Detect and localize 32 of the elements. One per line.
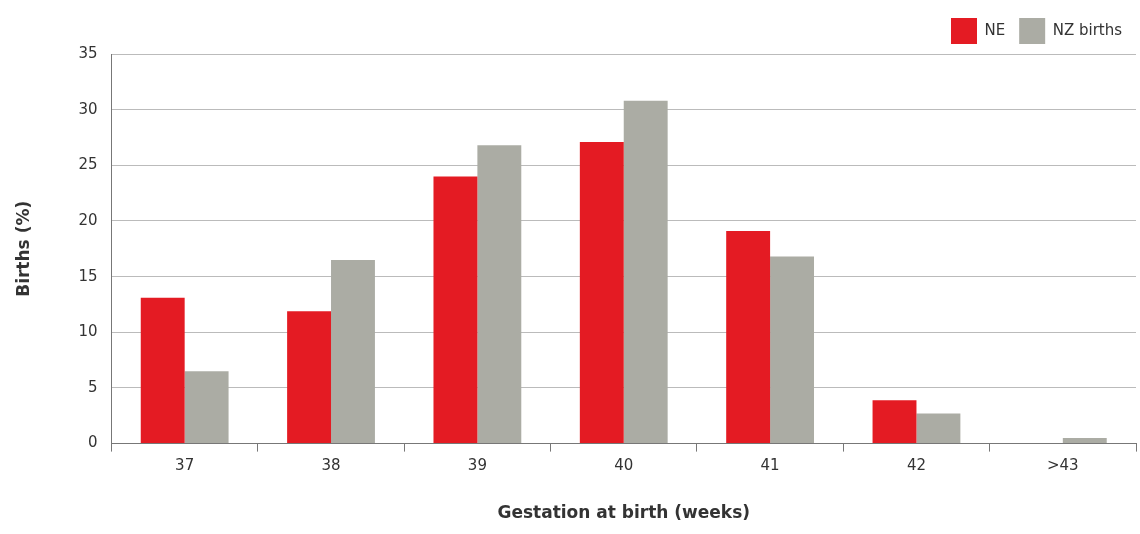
legend-label: NZ births bbox=[1052, 20, 1123, 39]
bar bbox=[916, 413, 961, 444]
x-tick-label: 40 bbox=[614, 456, 634, 475]
x-tick-label: 42 bbox=[906, 456, 927, 475]
x-tick-label: 41 bbox=[760, 456, 780, 475]
bar bbox=[770, 256, 815, 444]
x-axis-title: Gestation at birth (weeks) bbox=[497, 502, 751, 523]
bar bbox=[331, 259, 375, 444]
y-tick-label: 10 bbox=[78, 322, 98, 341]
x-tick-label: 37 bbox=[175, 456, 195, 475]
y-tick-label: 20 bbox=[78, 210, 98, 229]
y-tick-label: 0 bbox=[87, 433, 98, 452]
y-tick-label: 30 bbox=[78, 99, 98, 118]
bar bbox=[184, 371, 229, 444]
bar bbox=[726, 230, 771, 444]
bar bbox=[1062, 438, 1107, 444]
legend-label: NE bbox=[984, 20, 1006, 39]
y-tick-label: 15 bbox=[78, 266, 98, 285]
x-tick-label: >43 bbox=[1046, 456, 1079, 475]
bar bbox=[287, 311, 332, 444]
bar bbox=[140, 297, 185, 444]
bar bbox=[623, 100, 668, 444]
bar bbox=[433, 176, 478, 444]
y-tick-label: 35 bbox=[78, 43, 98, 62]
y-axis-title: Births (%) bbox=[12, 200, 33, 297]
y-tick-label: 5 bbox=[87, 377, 98, 396]
bar bbox=[579, 141, 624, 444]
bar bbox=[477, 145, 522, 444]
y-tick-label: 25 bbox=[78, 155, 98, 174]
bar bbox=[872, 400, 917, 444]
x-tick-label: 39 bbox=[467, 456, 487, 475]
x-tick-label: 38 bbox=[321, 456, 341, 475]
